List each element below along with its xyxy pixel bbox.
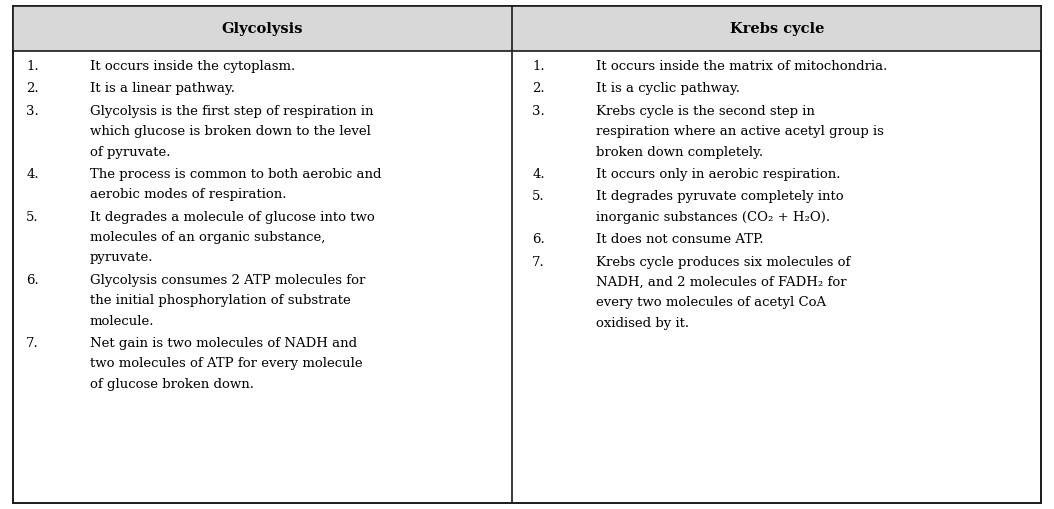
Text: 6.: 6. [532, 233, 545, 246]
Text: 5.: 5. [532, 190, 545, 204]
Text: Glycolysis consumes 2 ATP molecules for: Glycolysis consumes 2 ATP molecules for [90, 274, 365, 287]
Text: 4.: 4. [532, 168, 545, 181]
Text: of glucose broken down.: of glucose broken down. [90, 378, 254, 391]
Text: Glycolysis: Glycolysis [221, 21, 304, 36]
Text: It degrades pyruvate completely into: It degrades pyruvate completely into [596, 190, 843, 204]
Text: 7.: 7. [532, 256, 545, 269]
Text: molecule.: molecule. [90, 315, 154, 328]
Text: It is a cyclic pathway.: It is a cyclic pathway. [596, 82, 740, 96]
Text: respiration where an active acetyl group is: respiration where an active acetyl group… [596, 125, 883, 138]
Text: It does not consume ATP.: It does not consume ATP. [596, 233, 763, 246]
Bar [512, 6, 1041, 51]
Text: NADH, and 2 molecules of FADH₂ for: NADH, and 2 molecules of FADH₂ for [596, 276, 846, 289]
Text: pyruvate.: pyruvate. [90, 251, 153, 265]
Text: 2.: 2. [532, 82, 545, 96]
Text: It is a linear pathway.: It is a linear pathway. [90, 82, 235, 96]
Text: of pyruvate.: of pyruvate. [90, 146, 170, 159]
Text: Krebs cycle produces six molecules of: Krebs cycle produces six molecules of [596, 256, 850, 269]
Text: Glycolysis is the first step of respiration in: Glycolysis is the first step of respirat… [90, 105, 373, 118]
Text: which glucose is broken down to the level: which glucose is broken down to the leve… [90, 125, 370, 138]
Text: molecules of an organic substance,: molecules of an organic substance, [90, 231, 325, 244]
Text: 1.: 1. [26, 60, 39, 73]
Text: 4.: 4. [26, 168, 39, 181]
Text: 1.: 1. [532, 60, 545, 73]
Text: oxidised by it.: oxidised by it. [596, 317, 688, 330]
Bar [13, 6, 512, 51]
Text: 6.: 6. [26, 274, 39, 287]
Text: 2.: 2. [26, 82, 39, 96]
Text: every two molecules of acetyl CoA: every two molecules of acetyl CoA [596, 296, 825, 309]
Text: aerobic modes of respiration.: aerobic modes of respiration. [90, 188, 286, 202]
Text: inorganic substances (CO₂ + H₂O).: inorganic substances (CO₂ + H₂O). [596, 211, 829, 224]
Text: It occurs only in aerobic respiration.: It occurs only in aerobic respiration. [596, 168, 840, 181]
Text: It occurs inside the cytoplasm.: It occurs inside the cytoplasm. [90, 60, 295, 73]
Text: The process is common to both aerobic and: The process is common to both aerobic an… [90, 168, 382, 181]
Text: It occurs inside the matrix of mitochondria.: It occurs inside the matrix of mitochond… [596, 60, 886, 73]
Text: Net gain is two molecules of NADH and: Net gain is two molecules of NADH and [90, 337, 356, 350]
Text: 7.: 7. [26, 337, 39, 350]
Text: 3.: 3. [26, 105, 39, 118]
Text: Krebs cycle: Krebs cycle [729, 21, 824, 36]
Text: broken down completely.: broken down completely. [596, 146, 763, 159]
Text: the initial phosphorylation of substrate: the initial phosphorylation of substrate [90, 294, 350, 307]
Text: It degrades a molecule of glucose into two: It degrades a molecule of glucose into t… [90, 211, 374, 224]
Text: Krebs cycle is the second step in: Krebs cycle is the second step in [596, 105, 815, 118]
Text: 3.: 3. [532, 105, 545, 118]
Text: 5.: 5. [26, 211, 39, 224]
Text: two molecules of ATP for every molecule: two molecules of ATP for every molecule [90, 357, 363, 371]
